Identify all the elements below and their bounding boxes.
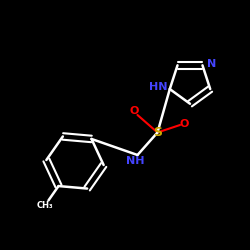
Text: CH₃: CH₃	[36, 201, 53, 210]
Text: O: O	[180, 119, 189, 129]
Text: S: S	[153, 126, 162, 139]
Text: O: O	[129, 106, 138, 116]
Text: NH: NH	[126, 156, 144, 166]
Text: N: N	[206, 59, 216, 69]
Text: HN: HN	[149, 82, 168, 92]
